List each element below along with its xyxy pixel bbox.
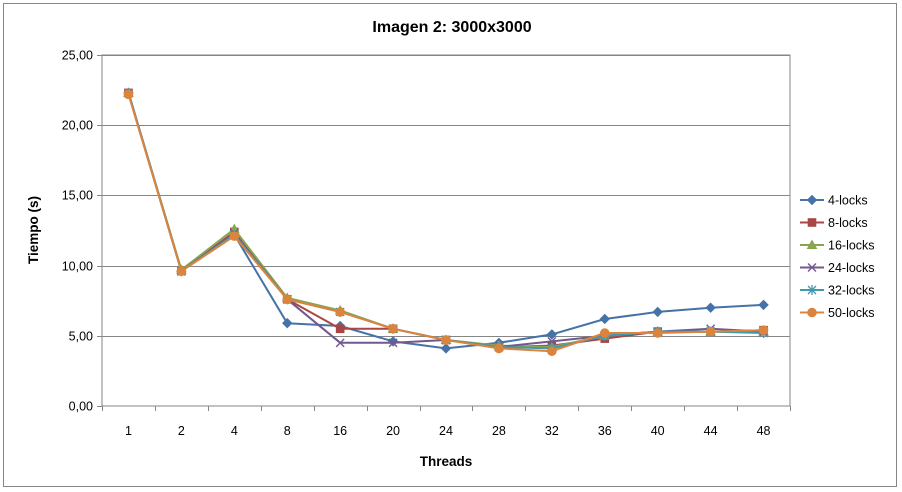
x-tick-label: 48 xyxy=(757,424,771,438)
legend-marker xyxy=(807,307,817,318)
series-line xyxy=(127,92,764,348)
x-tick-label: 40 xyxy=(651,424,665,438)
data-point xyxy=(652,306,663,318)
legend-item-16-locks: 16-locks xyxy=(800,239,875,253)
legend: 4-locks 8-locks 16-locks 24-locks 32-locks 50… xyxy=(800,194,875,320)
data-point xyxy=(705,302,716,313)
legend-item-50-locks: 50-locks xyxy=(800,306,875,320)
data-point xyxy=(282,317,293,329)
x-tick-label: 28 xyxy=(492,424,506,438)
legend-label: 24-locks xyxy=(828,261,875,275)
series-4-locks xyxy=(123,87,769,354)
legend-label: 4-locks xyxy=(828,194,868,208)
legend-marker xyxy=(807,285,817,295)
data-point xyxy=(335,307,345,317)
y-tick-label: 10,00 xyxy=(62,260,93,274)
data-point xyxy=(546,329,558,340)
data-point xyxy=(494,343,504,354)
series-32-locks xyxy=(124,87,768,354)
y-tick-label: 15,00 xyxy=(62,189,93,203)
x-tick-label: 16 xyxy=(333,424,347,438)
data-point xyxy=(758,325,769,335)
legend-item-8-locks: 8-locks xyxy=(800,216,868,230)
data-point xyxy=(229,231,240,241)
x-tick-label: 24 xyxy=(439,424,453,438)
x-tick-label: 4 xyxy=(231,424,238,438)
legend-marker xyxy=(807,263,817,272)
y-tick-label: 0,00 xyxy=(69,400,93,414)
y-tick-label: 25,00 xyxy=(62,49,93,63)
x-tick-label: 44 xyxy=(704,424,718,438)
data-point xyxy=(705,326,716,337)
legend-item-32-locks: 32-locks xyxy=(800,284,875,298)
data-point xyxy=(599,328,610,338)
y-axis-title: Tiempo (s) xyxy=(26,196,41,264)
legend-label: 50-locks xyxy=(828,306,875,320)
legend-label: 8-locks xyxy=(828,216,868,230)
x-axis-title: Threads xyxy=(420,454,473,469)
series-layer xyxy=(123,87,769,357)
data-point xyxy=(758,299,769,311)
data-point xyxy=(335,338,345,348)
series-line xyxy=(127,94,764,353)
x-tick-label: 32 xyxy=(545,424,559,438)
x-tick-label: 1 xyxy=(125,424,132,438)
series-50-locks xyxy=(123,89,769,357)
data-point xyxy=(123,89,134,100)
x-tick-label: 8 xyxy=(284,424,291,438)
data-point xyxy=(282,294,293,305)
data-point xyxy=(599,313,610,325)
legend-marker xyxy=(806,194,818,206)
data-point xyxy=(547,346,557,357)
legend-marker xyxy=(806,239,818,249)
data-point xyxy=(335,324,345,334)
data-point xyxy=(652,328,663,338)
data-point xyxy=(441,335,451,345)
series-line xyxy=(127,92,764,350)
data-point xyxy=(547,336,557,346)
legend-label: 32-locks xyxy=(828,284,875,298)
data-point xyxy=(440,343,452,354)
x-tick-label: 20 xyxy=(386,424,400,438)
y-tick-label: 20,00 xyxy=(62,119,93,133)
series-line xyxy=(127,92,764,348)
data-point xyxy=(387,336,399,347)
legend-item-24-locks: 24-locks xyxy=(800,261,875,275)
legend-item-4-locks: 4-locks xyxy=(800,194,868,208)
legend-label: 16-locks xyxy=(828,239,875,253)
x-tick-label: 36 xyxy=(598,424,612,438)
series-line xyxy=(127,92,764,348)
chart-title: Imagen 2: 3000x3000 xyxy=(372,19,531,36)
data-point xyxy=(388,323,398,334)
x-tick-label: 2 xyxy=(178,424,185,438)
data-point xyxy=(176,266,187,277)
data-point xyxy=(388,338,398,348)
legend-marker xyxy=(807,218,817,227)
y-tick-label: 5,00 xyxy=(69,330,93,344)
